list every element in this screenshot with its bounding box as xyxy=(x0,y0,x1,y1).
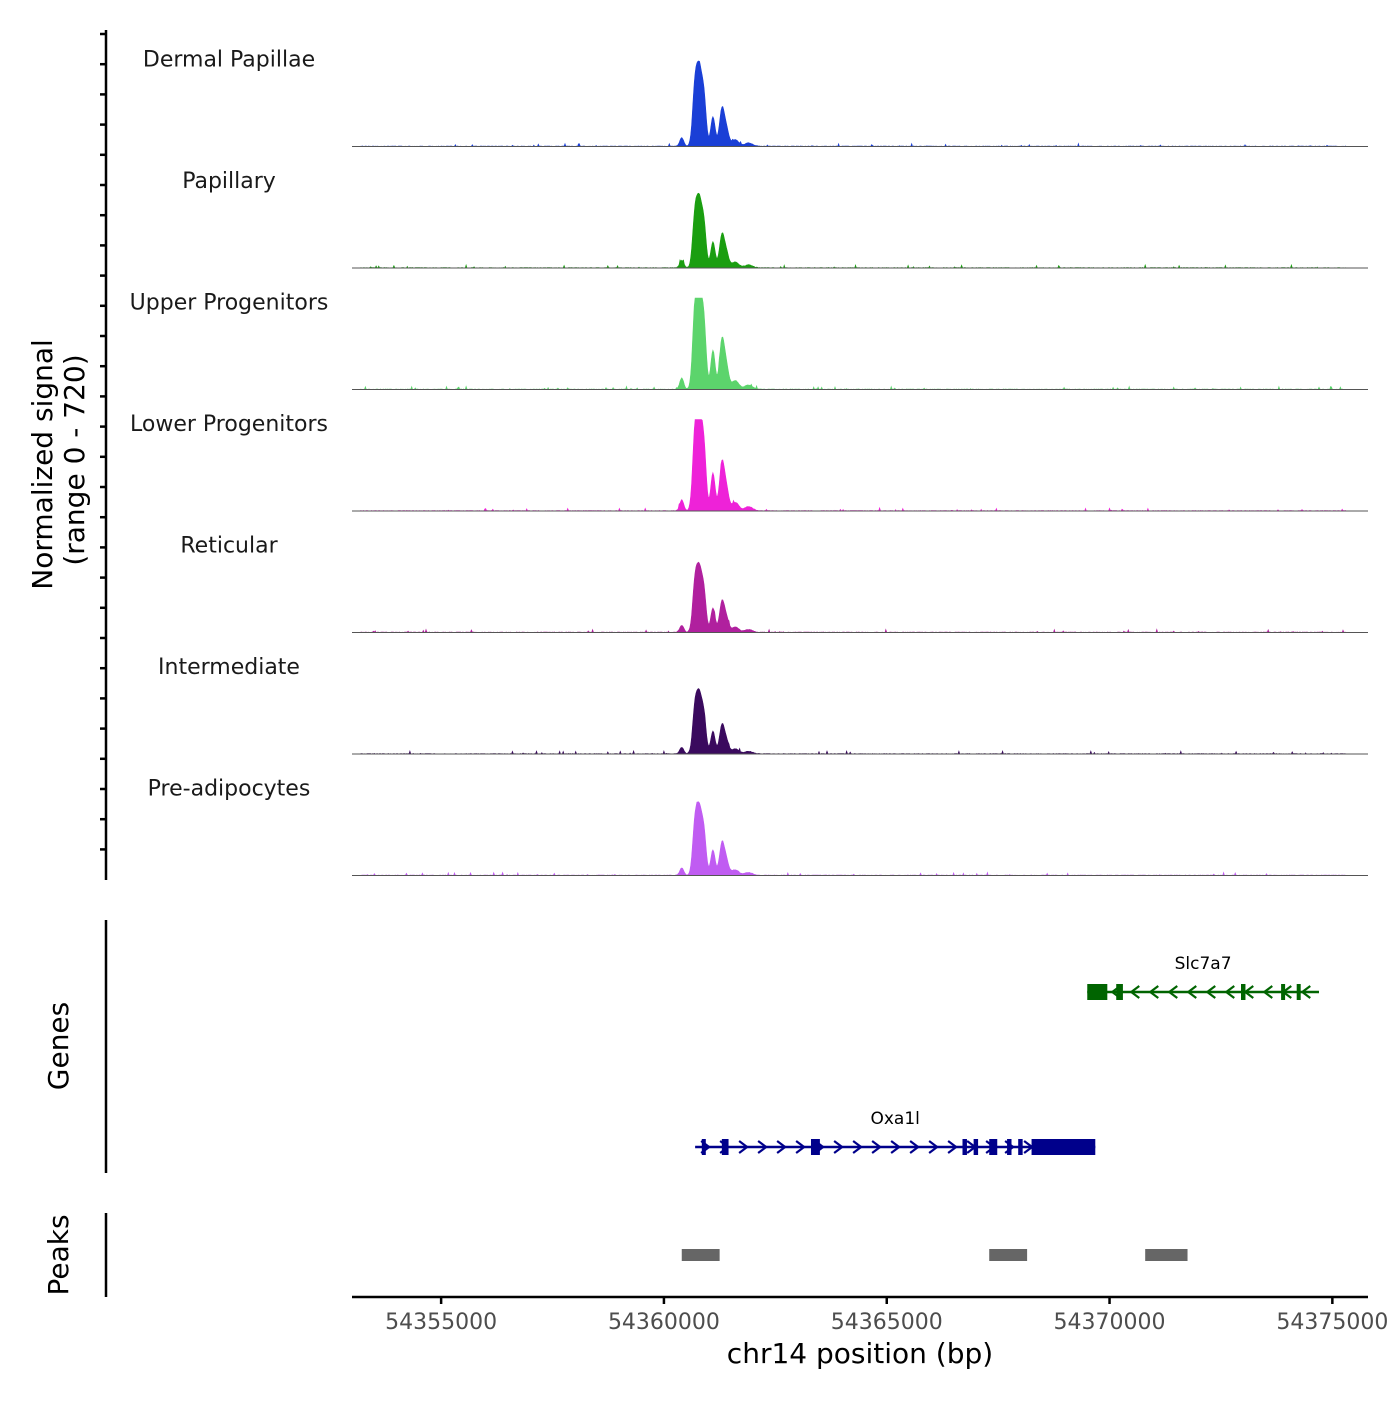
coverage-track-label: Papillary xyxy=(182,169,276,194)
gene-exon xyxy=(962,1139,967,1155)
coverage-track-label: Dermal Papillae xyxy=(143,47,315,72)
coverage-track-label: Reticular xyxy=(180,533,278,558)
genes-panel: Slc7a7 Oxa1l xyxy=(104,920,1319,1173)
peak-region xyxy=(989,1249,1028,1261)
coverage-track-area xyxy=(360,561,1346,633)
gene-label: Slc7a7 xyxy=(1175,954,1232,974)
strand-arrow xyxy=(947,1140,958,1154)
coverage-track-area xyxy=(360,688,1346,755)
coverage-track-label: Upper Progenitors xyxy=(130,290,329,315)
gene-Oxa1l: Oxa1l xyxy=(695,1109,1096,1155)
coverage-track-label: Pre-adipocytes xyxy=(148,776,311,801)
coverage-panel: Dermal Papillae Papillary Upper Progenitor… xyxy=(100,30,1368,880)
x-axis-tick-label: 54355000 xyxy=(385,1310,497,1335)
coverage-track: Upper Progenitors xyxy=(130,290,1368,390)
gene-exon xyxy=(1018,1139,1023,1155)
gene-exon xyxy=(1116,984,1123,1000)
peaks-panel xyxy=(104,1213,1188,1297)
strand-arrow xyxy=(795,1140,806,1154)
coverage-track-area xyxy=(360,192,1346,269)
coverage-y-axis-title-line2: (range 0 - 720) xyxy=(58,354,91,565)
coverage-y-axis-title-line1: Normalized signal xyxy=(26,339,59,590)
x-axis-tick-label: 54360000 xyxy=(608,1310,720,1335)
strand-arrow xyxy=(757,1140,768,1154)
x-axis-tick-label: 54370000 xyxy=(1054,1310,1166,1335)
gene-exon xyxy=(810,1139,820,1155)
gene-exon xyxy=(1281,984,1286,1000)
strand-arrow xyxy=(776,1140,787,1154)
gene-exon xyxy=(1087,984,1108,1000)
gene-exon xyxy=(1241,984,1246,1000)
strand-arrow xyxy=(738,1140,749,1154)
strand-arrow xyxy=(1300,985,1311,999)
x-axis-tick-label: 54365000 xyxy=(831,1310,943,1335)
gene-exon xyxy=(721,1139,729,1155)
coverage-track: Papillary xyxy=(182,169,1368,269)
strand-arrow xyxy=(1205,985,1216,999)
peak-region xyxy=(1145,1249,1188,1261)
strand-arrow xyxy=(833,1140,844,1154)
strand-arrow xyxy=(852,1140,863,1154)
coverage-track: Intermediate xyxy=(158,655,1368,755)
gene-exon xyxy=(973,1139,979,1155)
coverage-track-area xyxy=(360,419,1346,512)
coverage-track: Dermal Papillae xyxy=(143,47,1368,147)
strand-arrow xyxy=(1262,985,1273,999)
coverage-track: Reticular xyxy=(180,533,1368,633)
peaks-y-axis-title: Peaks xyxy=(42,1214,75,1295)
coverage-track-label: Intermediate xyxy=(158,655,300,680)
strand-arrow xyxy=(1129,985,1140,999)
strand-arrow xyxy=(890,1140,901,1154)
coverage-track: Lower Progenitors xyxy=(130,412,1368,512)
gene-exon xyxy=(1031,1139,1096,1155)
coverage-track-area xyxy=(360,297,1346,390)
coverage-track: Pre-adipocytes xyxy=(148,776,1368,876)
x-axis: 54355000 54360000 54365000 54370000 54375000 xyxy=(352,1295,1388,1335)
coverage-track-label: Lower Progenitors xyxy=(130,412,328,437)
strand-arrow xyxy=(1186,985,1197,999)
gene-exon xyxy=(1007,1139,1012,1155)
gene-Slc7a7: Slc7a7 xyxy=(1087,954,1319,1000)
peak-region xyxy=(681,1249,720,1261)
coverage-track-area xyxy=(360,801,1347,876)
strand-arrow xyxy=(871,1140,882,1154)
coverage-y-axis-title: Normalized signal (range 0 - 720) xyxy=(26,330,91,589)
strand-arrow xyxy=(1167,985,1178,999)
x-axis-title: chr14 position (bp) xyxy=(727,1337,993,1370)
x-axis-tick-label: 54375000 xyxy=(1276,1310,1388,1335)
gene-label: Oxa1l xyxy=(870,1109,919,1129)
genes-y-axis-title: Genes xyxy=(42,1002,75,1090)
strand-arrow xyxy=(928,1140,939,1154)
gene-exon xyxy=(701,1139,706,1155)
strand-arrow xyxy=(1148,985,1159,999)
gene-exon xyxy=(989,1139,998,1155)
gene-exon xyxy=(1296,984,1301,1000)
coverage-track-area xyxy=(360,60,1346,147)
strand-arrow xyxy=(1224,985,1235,999)
strand-arrow xyxy=(909,1140,920,1154)
